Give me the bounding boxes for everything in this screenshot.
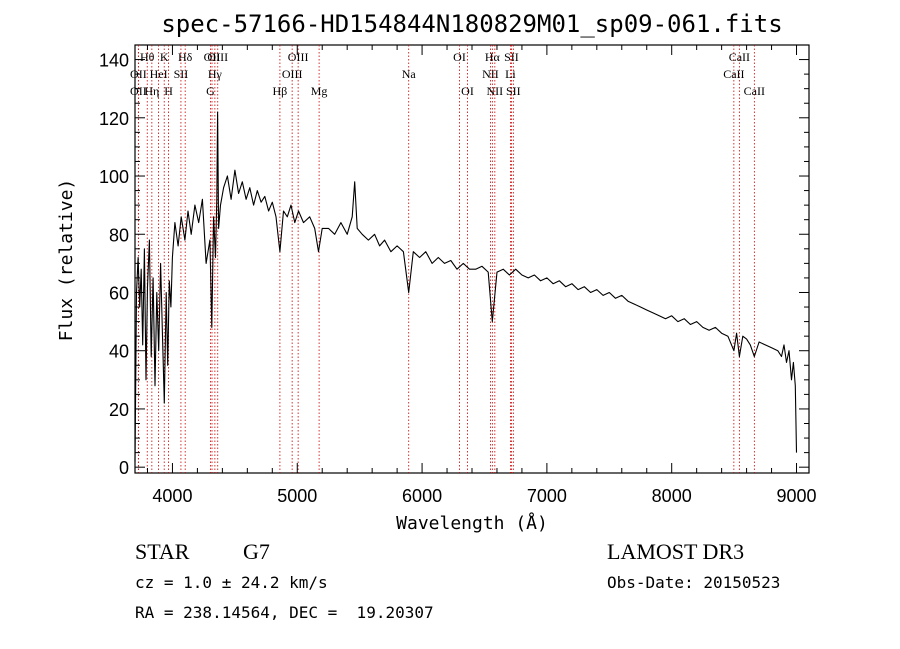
spectral-subclass: G7: [243, 539, 270, 564]
line-label: K: [160, 50, 169, 64]
line-label: Hδ: [178, 50, 193, 64]
line-labels: HθOIIOIIHηHeIKHSIIHδGOIIHγOIIIHβOIIIOIII…: [130, 50, 765, 98]
x-axis-label: Wavelength (Å): [396, 512, 548, 534]
x-tick-label: 5000: [277, 486, 317, 506]
y-tick-label: 60: [109, 283, 129, 303]
y-tick-label: 0: [119, 458, 129, 478]
line-label: Hη: [144, 84, 159, 98]
y-tick-label: 100: [99, 167, 129, 187]
line-label: Hθ: [140, 50, 155, 64]
line-label: Hβ: [273, 84, 288, 98]
line-label: Hγ: [208, 67, 223, 81]
line-label: Na: [402, 67, 417, 81]
line-label: CaII: [729, 50, 750, 64]
line-label: CaII: [723, 67, 744, 81]
y-tick-label: 120: [99, 109, 129, 129]
x-tick-label: 8000: [652, 486, 692, 506]
survey-name: LAMOST DR3: [607, 539, 745, 564]
x-tick-label: 4000: [152, 486, 192, 506]
line-label: NII: [482, 67, 499, 81]
line-markers: [137, 45, 755, 473]
x-axis: 4000 5000 6000 7000 8000 9000: [146, 45, 817, 506]
line-label: NII: [487, 84, 504, 98]
line-label: OI: [461, 84, 474, 98]
line-label: SII: [504, 50, 519, 64]
line-label: SII: [506, 84, 521, 98]
y-tick-label: 140: [99, 51, 129, 71]
spectrum-line: [134, 111, 798, 462]
y-axis-label: Flux (relative): [56, 179, 77, 342]
line-label: OIII: [207, 50, 228, 64]
y-tick-label: 40: [109, 342, 129, 362]
x-tick-label: 7000: [527, 486, 567, 506]
line-label: HeI: [150, 67, 168, 81]
line-label: G: [206, 84, 215, 98]
y-axis: 0 20 40 60 80 100 120 140: [99, 51, 809, 478]
line-label: H: [164, 84, 173, 98]
line-label: CaII: [744, 84, 765, 98]
line-label: OIII: [282, 67, 303, 81]
x-tick-label: 9000: [776, 486, 816, 506]
y-tick-label: 80: [109, 225, 129, 245]
y-tick-label: 20: [109, 400, 129, 420]
line-label: SII: [174, 67, 189, 81]
line-label: OIII: [288, 50, 309, 64]
x-tick-label: 6000: [402, 486, 442, 506]
plot-frame: [134, 44, 810, 474]
chart-title: spec-57166-HD154844N180829M01_sp09-061.f…: [161, 10, 782, 38]
object-class: STAR: [135, 539, 190, 564]
redshift-text: cz = 1.0 ± 24.2 km/s: [135, 573, 328, 592]
line-label: OII: [204, 50, 221, 64]
coordinates-text: RA = 238.14564, DEC = 19.20307: [135, 603, 434, 622]
line-label: Hα: [485, 50, 501, 64]
line-label: Mg: [311, 84, 328, 98]
line-label: OII: [130, 84, 147, 98]
obs-date-text: Obs-Date: 20150523: [607, 573, 781, 592]
line-label: OI: [453, 50, 466, 64]
line-label: Li: [505, 67, 516, 81]
